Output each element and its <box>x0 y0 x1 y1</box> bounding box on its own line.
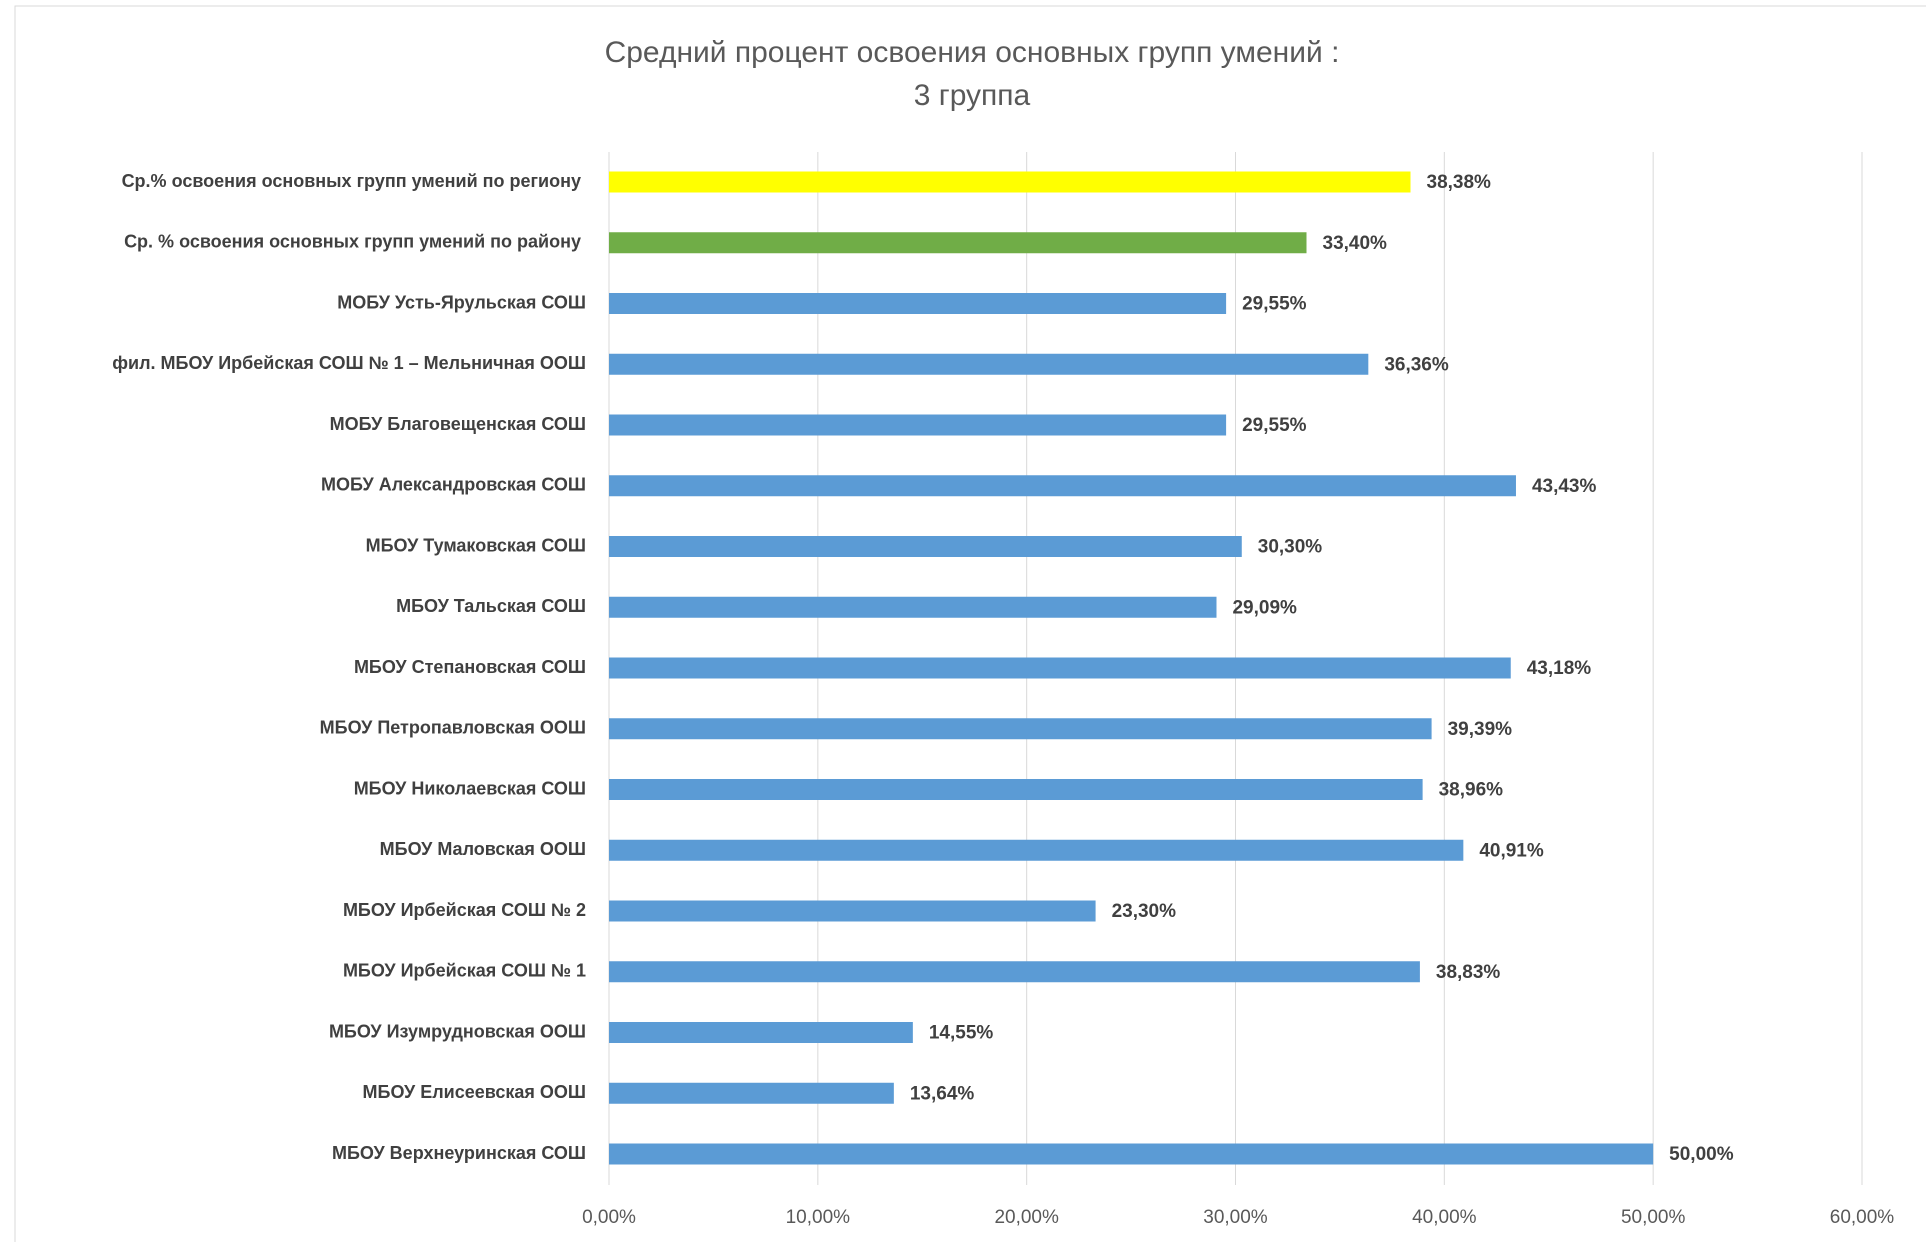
bar <box>609 171 1411 193</box>
x-tick-label: 30,00% <box>1203 1207 1268 1228</box>
y-tick-label: МОБУ Александровская СОШ <box>321 475 586 495</box>
y-tick-label: МБОУ Ирбейская СОШ № 2 <box>343 900 586 920</box>
y-tick-label: фил. МБОУ Ирбейская СОШ № 1 – Мельничная… <box>112 353 586 373</box>
y-tick-label: МБОУ Тумаковская СОШ <box>366 535 586 555</box>
bar <box>609 1143 1654 1165</box>
data-label: 43,43% <box>1532 476 1597 497</box>
data-label: 38,83% <box>1436 962 1501 983</box>
data-label: 29,55% <box>1242 294 1307 315</box>
bar <box>609 414 1227 436</box>
y-tick-label: МБОУ Елисеевская ООШ <box>363 1082 586 1102</box>
chart-title: 3 группа <box>914 79 1031 112</box>
y-tick-label: МОБУ Усть-Ярульская СОШ <box>337 292 586 312</box>
y-tick-label: МБОУ Изумрудновская ООШ <box>329 1021 586 1041</box>
x-tick-label: 0,00% <box>582 1207 636 1228</box>
y-tick-label: Ср. % освоения основных групп умений по … <box>124 232 581 252</box>
data-label: 39,39% <box>1448 719 1513 740</box>
bar <box>609 293 1227 314</box>
data-label: 38,38% <box>1427 172 1492 193</box>
data-label: 43,18% <box>1527 658 1592 679</box>
bar <box>609 536 1242 557</box>
y-tick-label: МОБУ Благовещенская СОШ <box>330 414 586 434</box>
bar <box>609 1022 913 1043</box>
data-label: 23,30% <box>1112 901 1177 922</box>
y-tick-label: МБОУ Николаевская СОШ <box>354 778 586 798</box>
x-tick-label: 50,00% <box>1621 1207 1686 1228</box>
data-label: 40,91% <box>1479 840 1544 861</box>
bar <box>609 232 1307 254</box>
y-tick-label: МБОУ Ирбейская СОШ № 1 <box>343 961 586 981</box>
bar <box>609 657 1511 679</box>
bar <box>609 596 1217 618</box>
chart-title: Средний процент освоения основных групп … <box>605 36 1340 69</box>
data-label: 13,64% <box>910 1083 975 1104</box>
x-tick-label: 60,00% <box>1830 1207 1895 1228</box>
bar <box>609 475 1516 497</box>
data-label: 36,36% <box>1384 354 1449 375</box>
y-tick-label: Ср.% освоения основных групп умений по р… <box>122 171 581 191</box>
bar <box>609 961 1420 983</box>
data-label: 50,00% <box>1669 1144 1734 1165</box>
bar <box>609 779 1423 800</box>
y-tick-label: МБОУ Маловская ООШ <box>380 839 586 859</box>
y-tick-label: МБОУ Степановская СОШ <box>354 657 586 677</box>
chart-border <box>14 5 1926 1242</box>
data-label: 38,96% <box>1439 780 1504 801</box>
data-label: 29,55% <box>1242 415 1307 436</box>
x-tick-label: 10,00% <box>786 1207 851 1228</box>
y-tick-label: МБОУ Петропавловская ООШ <box>320 718 586 738</box>
y-tick-label: МБОУ Верхнеуринская СОШ <box>332 1143 586 1163</box>
x-tick-label: 20,00% <box>994 1207 1059 1228</box>
bar <box>609 1082 894 1104</box>
data-label: 33,40% <box>1323 233 1388 254</box>
data-label: 29,09% <box>1232 597 1297 618</box>
data-label: 30,30% <box>1258 537 1323 558</box>
data-label: 14,55% <box>929 1023 994 1044</box>
bar <box>609 839 1464 861</box>
y-tick-label: МБОУ Тальская СОШ <box>396 596 586 616</box>
bar <box>609 718 1432 740</box>
x-tick-label: 40,00% <box>1412 1207 1477 1228</box>
bar <box>609 900 1096 922</box>
bar <box>609 353 1369 375</box>
